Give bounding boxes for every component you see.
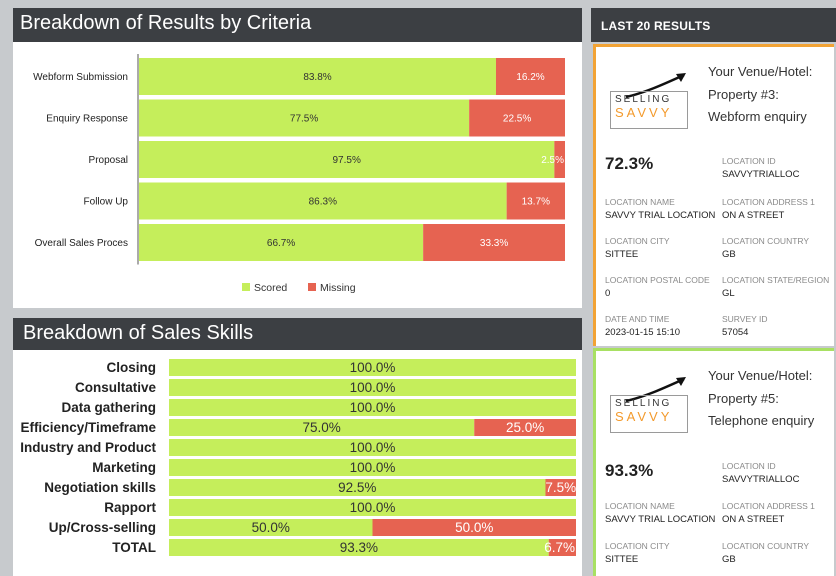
scored-value-label: 83.8% [303, 72, 331, 83]
scored-value-label: 100.0% [350, 500, 396, 515]
missing-value-label: 6.7% [544, 540, 575, 555]
scored-value-label: 100.0% [350, 440, 396, 455]
scored-value-label: 100.0% [350, 380, 396, 395]
missing-value-label: 13.7% [522, 197, 550, 208]
category-label: Negotiation skills [44, 480, 156, 495]
field-survey-id: SURVEY ID 57054 [722, 314, 768, 338]
scored-value-label: 93.3% [340, 540, 378, 555]
category-label: Efficiency/Timeframe [20, 420, 156, 435]
missing-value-label: 33.3% [480, 238, 508, 249]
missing-value-label: 2.5% [541, 155, 564, 166]
field-location-country: LOCATION COUNTRY GB [722, 236, 810, 260]
missing-value-label: 25.0% [506, 420, 544, 435]
missing-bar [423, 224, 565, 261]
missing-bar [372, 519, 576, 536]
category-label: Consultative [75, 380, 157, 395]
card-title: Your Venue/Hotel: Property #3: Webform e… [708, 64, 813, 124]
field-location-address: LOCATION ADDRESS 1 ON A STREET [722, 197, 815, 221]
growth-arrow-icon [625, 73, 686, 99]
selling-savvy-logo: SELLING SAVVY [610, 377, 688, 433]
category-label: Follow Up [84, 197, 129, 208]
scored-bar [169, 539, 549, 556]
field-location-city: LOCATION CITY SITTEE [605, 541, 670, 565]
category-label: Up/Cross-selling [49, 520, 156, 535]
scored-bar [139, 182, 507, 220]
scored-value-label: 97.5% [332, 155, 360, 166]
skills-panel: Breakdown of Sales Skills Closing 100.0% C… [13, 318, 582, 576]
scored-bar [139, 224, 424, 261]
category-label: Rapport [104, 500, 156, 515]
field-location-address: LOCATION ADDRESS 1 ON A STREET [722, 501, 815, 525]
scored-bar [169, 439, 576, 456]
field-location-id: LOCATION ID SAVVYTRIALLOC [722, 156, 800, 180]
sidebar-title: LAST 20 RESULTS [591, 8, 836, 42]
category-label: Industry and Product [20, 440, 156, 455]
scored-bar [169, 359, 576, 376]
missing-value-label: 50.0% [455, 520, 493, 535]
scored-value-label: 66.7% [267, 238, 295, 249]
legend-swatch-missing [308, 283, 316, 291]
field-date-time: DATE AND TIME 2023-01-15 15:10 [605, 314, 681, 338]
category-label: Webform Submission [33, 72, 128, 83]
skills-title: Breakdown of Sales Skills [13, 318, 582, 350]
legend-missing: Missing [320, 282, 356, 294]
missing-value-label: 22.5% [503, 114, 531, 125]
category-label: Overall Sales Proces [35, 238, 128, 249]
field-location-city: LOCATION CITY SITTEE [605, 236, 670, 260]
field-state-region: LOCATION STATE/REGION GL [722, 275, 830, 299]
legend-scored: Scored [254, 282, 287, 294]
category-label: Enquiry Response [46, 114, 128, 125]
scored-value-label: 75.0% [302, 420, 340, 435]
category-label: TOTAL [112, 540, 156, 555]
category-label: Data gathering [61, 400, 156, 415]
scored-bar [169, 519, 373, 536]
missing-bar [554, 141, 565, 178]
scored-value-label: 77.5% [290, 114, 318, 125]
missing-bar [469, 99, 565, 137]
field-location-name: LOCATION NAME SAVVY TRIAL LOCATION [605, 197, 716, 221]
card-score: 93.3% [605, 461, 654, 480]
legend-swatch-scored [242, 283, 250, 291]
missing-bar [506, 182, 565, 220]
scored-bar [169, 419, 475, 436]
scored-bar [169, 399, 576, 416]
missing-bar [548, 539, 576, 556]
field-location-id: LOCATION ID SAVVYTRIALLOC [722, 461, 800, 485]
missing-bar [545, 479, 576, 496]
criteria-panel: Breakdown of Results by Criteria Webform… [13, 8, 582, 308]
scored-value-label: 50.0% [252, 520, 290, 535]
missing-value-label: 7.5% [545, 480, 576, 495]
criteria-title: Breakdown of Results by Criteria [13, 8, 582, 42]
missing-bar [495, 58, 565, 95]
card-score: 72.3% [605, 154, 654, 173]
scored-bar [169, 499, 576, 516]
scored-value-label: 100.0% [350, 360, 396, 375]
category-label: Proposal [89, 155, 128, 166]
field-postal-code: LOCATION POSTAL CODE 0 [605, 275, 710, 299]
category-label: Marketing [92, 460, 156, 475]
scored-value-label: 100.0% [350, 460, 396, 475]
skills-chart: Closing 100.0% Consultative 100.0% Data gath… [20, 359, 576, 556]
result-card[interactable]: SELLING SAVVY Your Venue/Hotel: Property… [593, 44, 834, 346]
criteria-chart: Webform Submission 83.8% 16.2% Enquiry Resp… [33, 54, 565, 294]
last-results-sidebar: LAST 20 RESULTS SELLING SAVVY Your Venue… [591, 8, 836, 576]
field-location-country: LOCATION COUNTRY GB [722, 541, 810, 565]
card-title: Your Venue/Hotel: Property #5: Telephone… [708, 368, 815, 428]
scored-value-label: 100.0% [350, 400, 396, 415]
scored-value-label: 86.3% [309, 197, 337, 208]
missing-bar [474, 419, 576, 436]
growth-arrow-icon [625, 377, 686, 403]
scored-bar [169, 459, 576, 476]
missing-value-label: 16.2% [516, 72, 544, 83]
scored-bar [139, 141, 555, 178]
scored-bar [139, 99, 470, 137]
scored-bar [169, 379, 576, 396]
result-card[interactable]: SELLING SAVVY Your Venue/Hotel: Property… [593, 348, 834, 576]
selling-savvy-logo: SELLING SAVVY [610, 73, 688, 129]
scored-bar [169, 479, 546, 496]
scored-value-label: 92.5% [338, 480, 376, 495]
category-label: Closing [107, 360, 157, 375]
scored-bar [139, 58, 496, 95]
field-location-name: LOCATION NAME SAVVY TRIAL LOCATION [605, 501, 716, 525]
